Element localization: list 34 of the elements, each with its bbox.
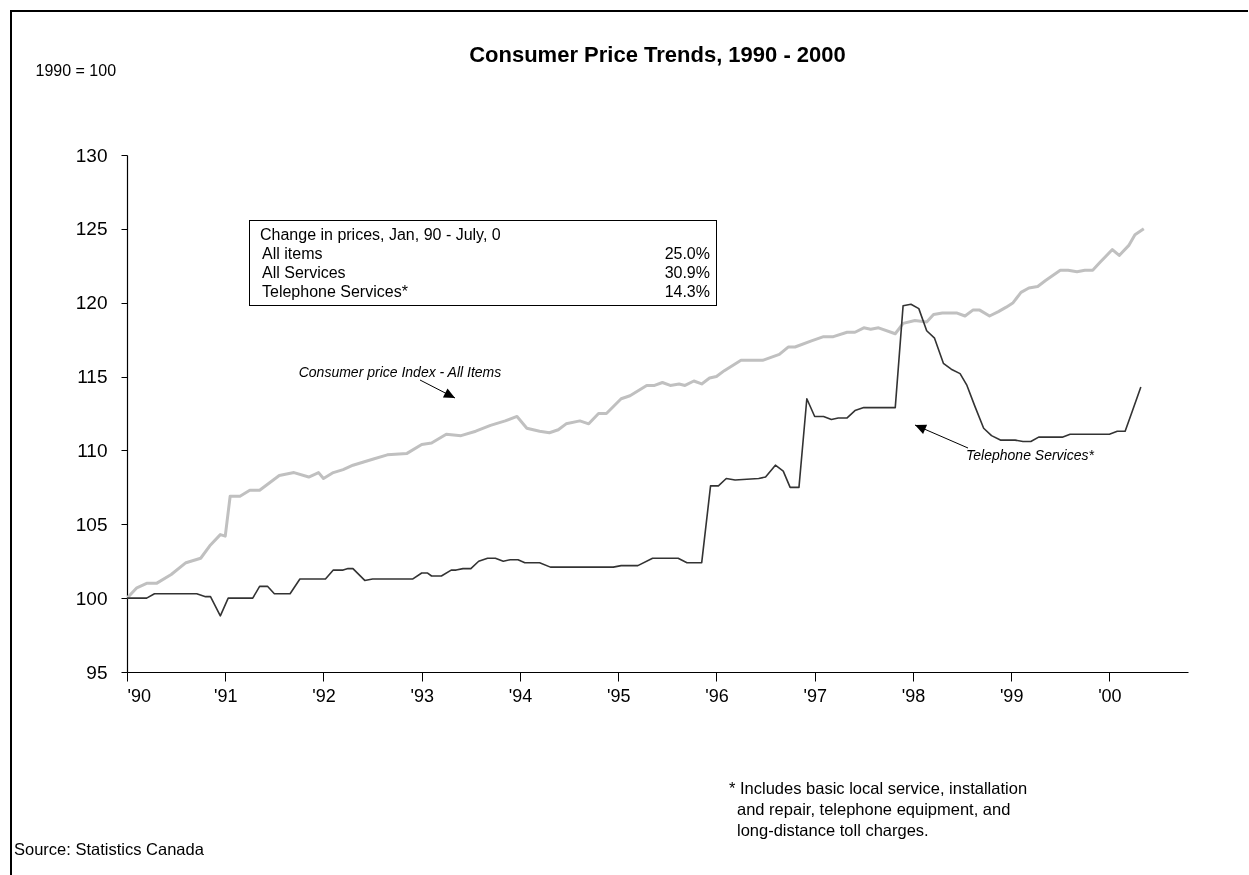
y-tick-label: 130 [75, 144, 108, 166]
line-series [127, 227, 1146, 600]
annotation: 25.0% [664, 244, 710, 263]
x-tick-label: '00 [1098, 685, 1122, 706]
x-tick-label: '93 [410, 685, 434, 706]
annotation: All items [262, 244, 323, 263]
x-tick-label: '98 [901, 685, 926, 706]
series-label: Telephone Services* [966, 447, 1094, 463]
y-tick-label: 105 [75, 513, 108, 535]
chart-title: Consumer Price Trends, 1990 - 2000 [468, 42, 847, 68]
annotation: Change in prices, Jan, 90 - July, 0 [260, 225, 502, 244]
source-note: Source: Statistics Canada [14, 840, 204, 859]
x-tick-label: '91 [214, 685, 238, 706]
y-tick-label: 125 [75, 218, 108, 240]
x-tick-label: '94 [508, 685, 533, 706]
annotation: Telephone Services* [262, 282, 408, 301]
text: Consumer price Index - All Items [298, 364, 502, 380]
y-tick-label: 100 [75, 587, 108, 609]
x-tick-label: '92 [312, 685, 336, 706]
annotation: 14.3% [664, 282, 710, 301]
y-tick-label: 95 [86, 661, 108, 683]
text: * Includes basic local service, installation and repair, telephone equipment, and long-distance toll charges. [729, 778, 1029, 841]
x-tick-label: '99 [999, 685, 1024, 706]
x-tick-label: '96 [705, 685, 729, 706]
x-tick-label: '97 [803, 685, 827, 706]
annotation: All Services [262, 263, 346, 282]
y-tick-label: 115 [77, 366, 108, 388]
x-tick-label: '90 [127, 685, 151, 706]
x-tick-label: '95 [606, 685, 631, 706]
annotation: 30.9% [664, 263, 710, 282]
y-tick-label: 110 [77, 439, 108, 461]
y-tick-label: 120 [75, 292, 108, 314]
y-axis-title: 1990 = 100 [35, 61, 117, 79]
line-series [127, 303, 1142, 617]
